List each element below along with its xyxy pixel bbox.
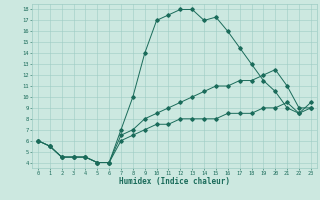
X-axis label: Humidex (Indice chaleur): Humidex (Indice chaleur)	[119, 177, 230, 186]
